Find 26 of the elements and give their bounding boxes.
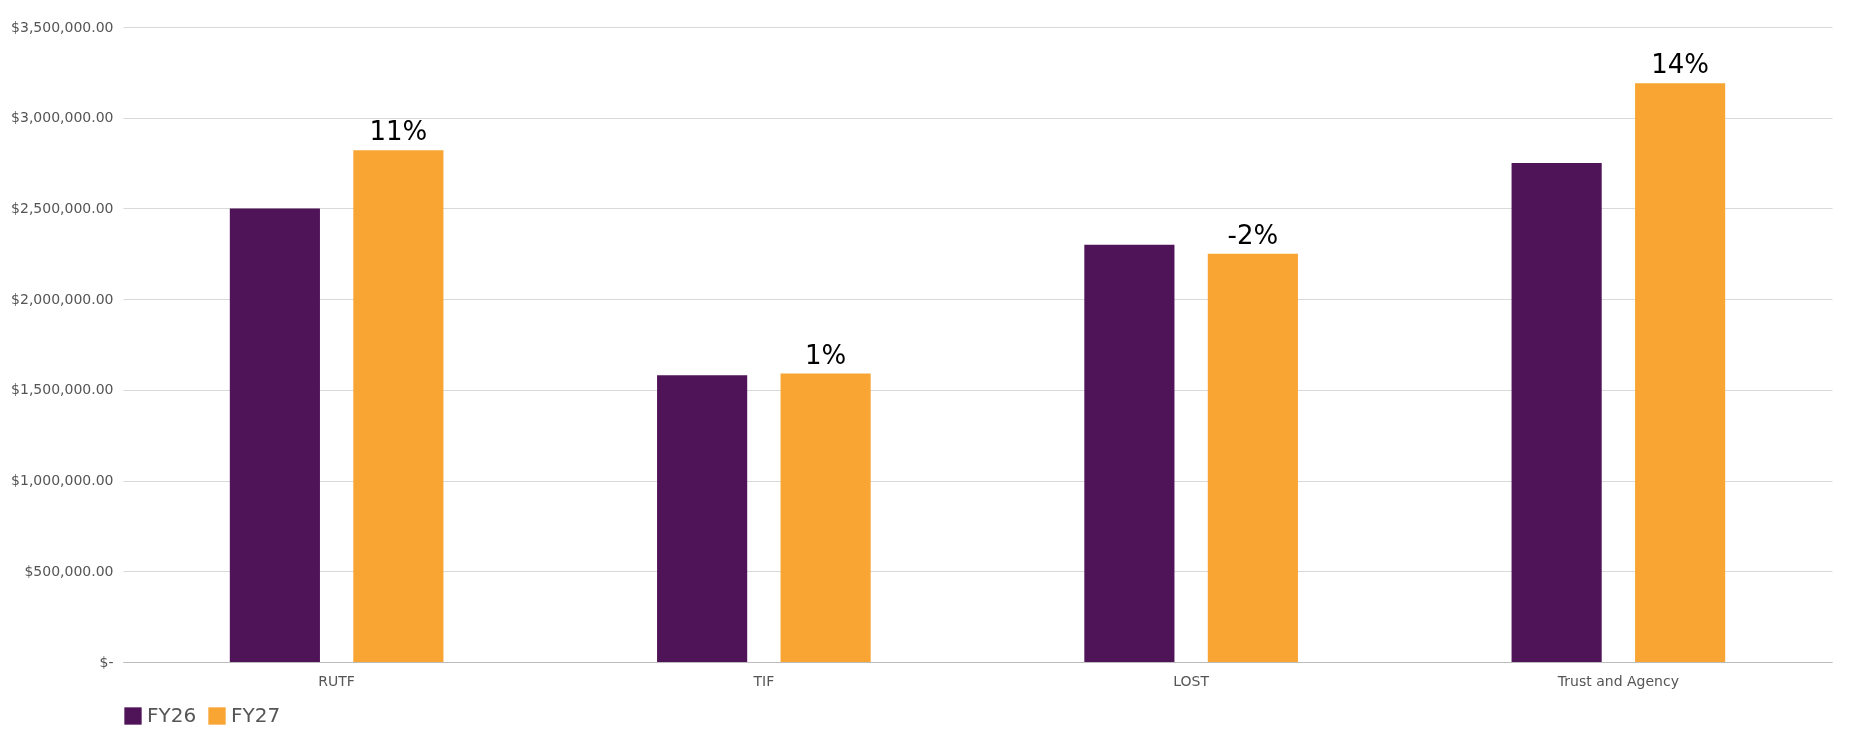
bar (657, 375, 748, 662)
annotation: 1% (804, 339, 847, 370)
annotation: -2% (1227, 219, 1279, 250)
x-tick-label: Trust and Agency (1556, 672, 1679, 689)
y-tick-label: $3,000,000.00 (11, 109, 114, 126)
bar (353, 150, 444, 662)
x-tick-label: TIF (752, 672, 775, 689)
x-tick-label: LOST (1173, 672, 1210, 689)
y-tick-label: $1,000,000.00 (11, 472, 114, 489)
y-tick-label: $3,500,000.00 (11, 18, 114, 35)
bar (229, 208, 320, 662)
bar (1084, 244, 1175, 662)
legend-label: FY27 (231, 703, 281, 727)
bar (1207, 253, 1298, 662)
x-tick-label: RUTF (318, 672, 355, 689)
bar (780, 373, 871, 662)
y-tick-label: $- (99, 653, 114, 670)
bar (1635, 83, 1726, 662)
y-tick-label: $2,000,000.00 (11, 290, 114, 307)
y-tick-label: $500,000.00 (24, 562, 114, 579)
annotation: 11% (369, 116, 428, 147)
bar (1511, 163, 1602, 662)
legend-label: FY26 (147, 703, 197, 727)
y-tick-label: $2,500,000.00 (11, 199, 114, 216)
y-tick-label: $1,500,000.00 (11, 381, 114, 398)
annotation: 14% (1651, 49, 1710, 80)
